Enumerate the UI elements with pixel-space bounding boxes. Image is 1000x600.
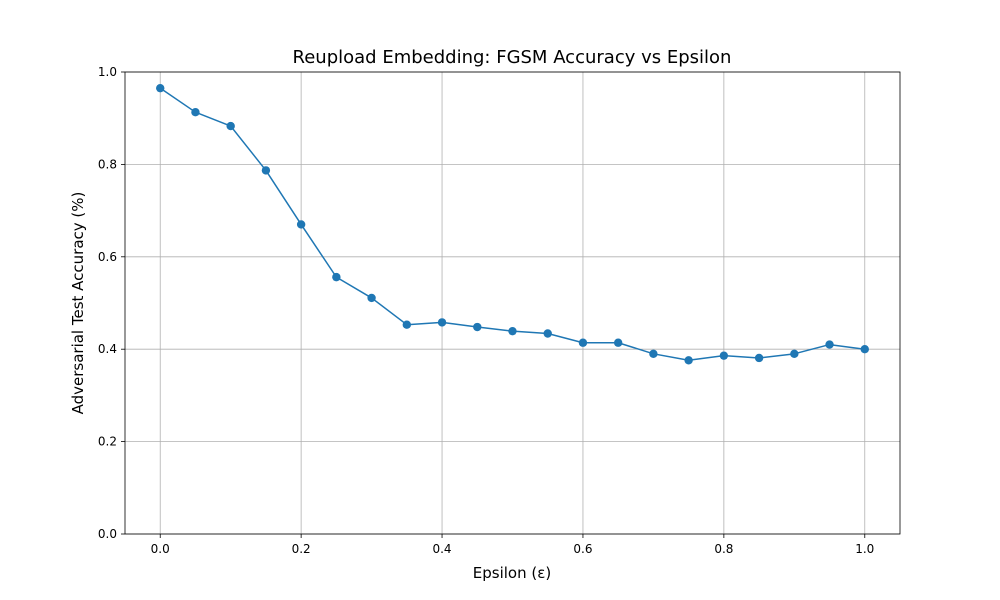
x-tick-label: 0.6 <box>573 542 592 556</box>
data-point <box>825 340 834 349</box>
y-tick-label: 0.8 <box>98 157 117 171</box>
data-point <box>860 345 869 354</box>
data-point <box>790 349 799 359</box>
data-point <box>578 338 588 347</box>
data-point <box>226 121 235 131</box>
data-point <box>613 338 623 347</box>
x-tick-label: 0.2 <box>292 542 311 556</box>
plot-frame <box>124 71 901 535</box>
axes-frame <box>124 71 901 535</box>
data-point <box>719 351 729 360</box>
x-axis-ticks: 0.0 0.2 0.4 0.6 0.8 1.0 <box>151 534 874 556</box>
data-point <box>754 353 764 363</box>
series-group <box>156 83 869 365</box>
y-tick-label: 1.0 <box>98 65 117 79</box>
data-point <box>191 107 200 117</box>
chart-title: Reupload Embedding: FGSM Accuracy vs Eps… <box>293 47 732 68</box>
data-point <box>367 293 376 303</box>
x-tick-label: 1.0 <box>855 542 874 556</box>
x-axis-label: Epsilon (ε) <box>473 564 551 582</box>
y-tick-label: 0.0 <box>98 527 117 541</box>
data-point <box>156 83 165 93</box>
x-tick-label: 0.0 <box>151 542 170 556</box>
data-point <box>684 356 693 365</box>
data-point <box>261 166 271 175</box>
data-point <box>437 318 447 327</box>
y-axis-label: Adversarial Test Accuracy (%) <box>69 192 87 415</box>
data-point <box>332 272 341 282</box>
data-point <box>296 220 306 229</box>
y-tick-label: 0.2 <box>98 435 117 449</box>
x-tick-label: 0.4 <box>432 542 451 556</box>
x-tick-label: 0.8 <box>714 542 733 556</box>
data-point <box>543 329 552 338</box>
y-tick-label: 0.6 <box>98 250 117 264</box>
data-point <box>508 326 517 336</box>
data-point <box>473 322 482 332</box>
data-point <box>649 349 658 359</box>
y-tick-label: 0.4 <box>98 342 117 356</box>
y-axis-ticks: 0.0 0.2 0.4 0.6 0.8 1.0 <box>98 65 125 541</box>
data-point <box>402 320 412 329</box>
